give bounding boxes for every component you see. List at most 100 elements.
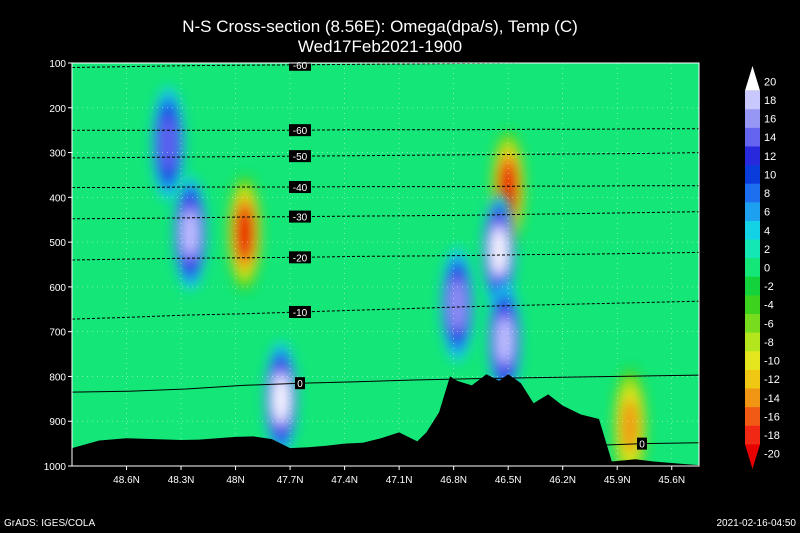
colorbar-label: -4	[764, 300, 774, 312]
omega-feature	[264, 340, 298, 457]
temperature-contour	[72, 185, 699, 188]
svg-text:-50: -50	[293, 152, 308, 163]
colorbar-label: -10	[764, 356, 780, 368]
x-tick-label: 48.3N	[168, 475, 195, 486]
colorbar-band	[745, 165, 760, 185]
colorbar-label: 2	[764, 244, 770, 256]
colorbar-label: -18	[764, 430, 780, 442]
colorbar-label: 8	[764, 188, 770, 200]
y-tick-label: 300	[49, 149, 66, 160]
y-tick-label: 200	[49, 104, 66, 115]
colorbar-band	[745, 425, 760, 445]
y-tick-label: 600	[49, 283, 66, 294]
colorbar-label: -16	[764, 411, 780, 423]
colorbar-band	[745, 127, 760, 147]
chart-title: N-S Cross-section (8.56E): Omega(dpa/s),…	[182, 17, 578, 36]
contour-label: -30	[289, 210, 311, 224]
temperature-contour	[71, 374, 700, 393]
colorbar-band	[745, 351, 760, 371]
temperature-contour	[71, 211, 700, 220]
terrain-profile	[72, 374, 699, 466]
colorbar-band	[745, 332, 760, 352]
omega-feature	[151, 85, 186, 202]
omega-feature	[227, 175, 262, 292]
colorbar-label: 4	[764, 225, 770, 237]
svg-text:-30: -30	[293, 213, 308, 224]
colorbar-label: 6	[764, 207, 770, 219]
colorbar-band	[745, 90, 760, 110]
colorbar-label: 10	[764, 169, 776, 181]
plot-frame	[71, 62, 700, 467]
contour-label: -60	[289, 58, 311, 72]
chart-subtitle: Wed17Feb2021-1900	[297, 37, 463, 56]
colorbar-label: 12	[764, 151, 776, 163]
svg-text:-60: -60	[293, 61, 308, 72]
colorbar-label: -20	[764, 449, 780, 461]
colorbar-band	[745, 295, 760, 315]
contour-label: -50	[289, 150, 311, 163]
svg-text:0: 0	[297, 379, 303, 390]
svg-text:-40: -40	[293, 183, 308, 194]
contour-label: -10	[289, 305, 311, 319]
x-tick-label: 48.6N	[113, 475, 140, 486]
y-tick-label: 500	[49, 238, 66, 249]
omega-feature	[487, 282, 522, 399]
colorbar-label: 20	[764, 76, 776, 88]
contour-label: -40	[289, 181, 311, 194]
temperature-contour	[72, 128, 699, 131]
colorbar-band	[745, 276, 760, 296]
x-tick-label: 48N	[226, 475, 244, 486]
colorbar-label: -8	[764, 337, 774, 349]
x-tick-label: 47.4N	[331, 475, 358, 486]
y-tick-label: 400	[49, 193, 66, 204]
colorbar-label: -12	[764, 374, 780, 386]
omega-feature	[440, 246, 475, 363]
x-tick-label: 47.1N	[386, 475, 413, 486]
omega-feature	[173, 175, 208, 292]
colorbar-label: 14	[764, 132, 776, 144]
contour-label: -60	[289, 124, 311, 137]
temperature-contour	[71, 152, 700, 159]
colorbar-band	[745, 369, 760, 390]
colorbar-band	[745, 109, 760, 129]
svg-text:0: 0	[639, 440, 645, 451]
colorbar-cap-top	[745, 66, 760, 91]
y-tick-label: 100	[49, 59, 66, 70]
omega-feature	[482, 193, 517, 310]
x-tick-label: 47.7N	[277, 475, 304, 486]
colorbar-label: -6	[764, 318, 774, 330]
temperature-contour	[71, 300, 700, 320]
x-tick-label: 46.5N	[495, 475, 522, 486]
terrain	[72, 374, 699, 466]
x-tick-label: 46.2N	[549, 475, 576, 486]
colorbar-band	[745, 220, 760, 241]
colorbar-band	[745, 258, 760, 278]
x-tick-label: 46.8N	[440, 475, 467, 486]
colorbar-label: 0	[764, 263, 770, 275]
colorbar-band	[745, 407, 760, 427]
colorbar-band	[745, 239, 760, 259]
x-axis: 48.6N 48.3N 48N 47.7N 47.4N 47.1N 46.8N 46.5N 46…	[113, 466, 685, 486]
colorbar-label: -14	[764, 393, 780, 405]
colorbar-cap-bottom	[745, 444, 760, 469]
colorbar-label: 16	[764, 114, 776, 126]
y-tick-label: 1000	[44, 462, 67, 473]
colorbar-band	[745, 388, 760, 408]
temperature-contours: -60 -60 -50 -40 -30 -20 -10 0 0	[71, 58, 700, 451]
x-tick-label: 45.9N	[604, 475, 631, 486]
colorbar-label: -2	[764, 281, 774, 293]
svg-text:-20: -20	[293, 253, 308, 264]
svg-text:-10: -10	[293, 308, 308, 319]
colorbar-band	[745, 183, 760, 203]
y-axis: 100 200 300 400 500 600 700 800 900 1000	[44, 59, 72, 473]
colorbar-band	[745, 314, 760, 334]
x-tick-label: 45.6N	[658, 475, 685, 486]
contour-label: -20	[289, 251, 311, 264]
y-tick-label: 900	[49, 417, 66, 428]
footer-timestamp: 2021-02-16-04:50	[716, 518, 796, 529]
contour-label: 0	[637, 437, 647, 451]
colorbar-label: 18	[764, 95, 776, 107]
y-tick-label: 800	[49, 372, 66, 383]
y-tick-label: 700	[49, 328, 66, 339]
